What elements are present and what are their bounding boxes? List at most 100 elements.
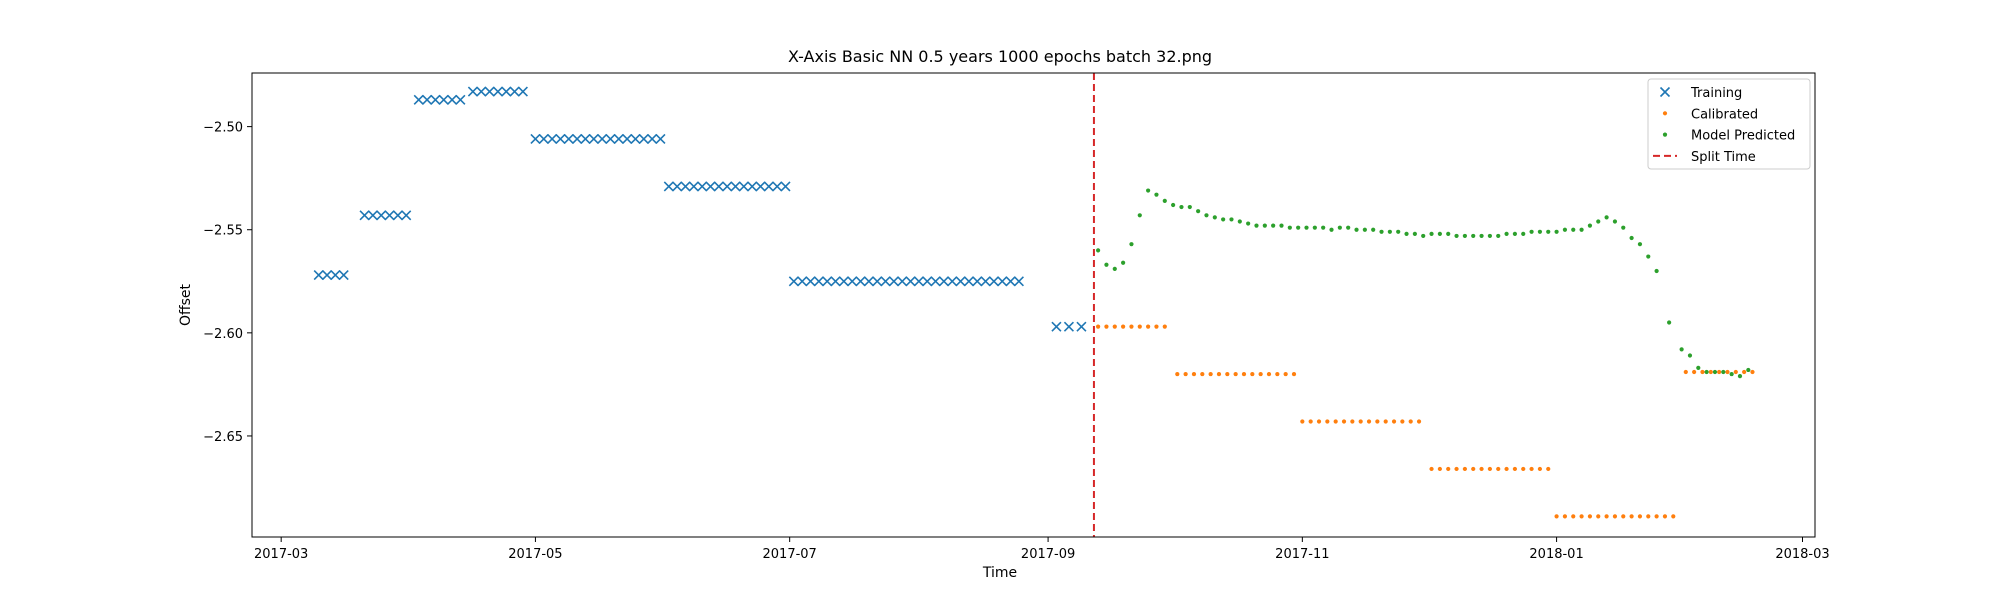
data-point xyxy=(647,133,658,145)
data-point xyxy=(1146,188,1151,193)
data-point xyxy=(1700,369,1705,375)
data-point xyxy=(1112,324,1117,329)
data-point xyxy=(1400,419,1405,424)
data-point xyxy=(1512,231,1518,236)
data-point xyxy=(1279,223,1284,228)
data-point xyxy=(1704,369,1709,375)
data-point xyxy=(1546,466,1551,472)
data-point xyxy=(1005,276,1016,287)
data-point xyxy=(955,276,966,287)
data-point xyxy=(1162,324,1167,329)
data-point xyxy=(1504,231,1509,236)
data-point xyxy=(1454,233,1459,239)
data-point xyxy=(1462,233,1467,239)
data-point xyxy=(430,94,441,105)
y-tick-label: −2.55 xyxy=(203,224,243,239)
data-point xyxy=(1076,321,1087,332)
data-point xyxy=(1521,466,1526,472)
data-point xyxy=(367,210,378,221)
legend: Training Calibrated Model Predicted Split T… xyxy=(1647,78,1811,170)
data-point xyxy=(738,181,749,192)
data-point xyxy=(1051,321,1062,332)
data-point xyxy=(580,133,591,145)
data-point xyxy=(1471,233,1476,239)
data-point xyxy=(1162,198,1167,203)
data-point xyxy=(805,276,816,287)
data-point xyxy=(1721,369,1726,375)
data-point xyxy=(1404,231,1409,236)
data-point xyxy=(1562,514,1568,519)
data-point xyxy=(1554,514,1559,519)
data-point xyxy=(1629,235,1634,241)
data-point xyxy=(1341,419,1347,424)
data-point xyxy=(455,94,466,105)
data-point xyxy=(1362,227,1367,232)
data-point xyxy=(1104,324,1109,329)
data-point xyxy=(847,276,858,287)
legend-marker xyxy=(1659,86,1671,98)
data-point xyxy=(1479,466,1484,472)
data-point xyxy=(1746,367,1751,373)
data-point xyxy=(597,133,608,145)
data-point xyxy=(484,86,495,97)
data-point xyxy=(1179,204,1184,210)
data-point xyxy=(588,133,599,145)
data-point xyxy=(1629,514,1634,519)
data-point xyxy=(1354,227,1359,232)
data-point xyxy=(1437,466,1442,472)
data-point xyxy=(1187,204,1192,210)
data-point xyxy=(1312,225,1317,230)
data-point xyxy=(1708,369,1713,375)
data-point xyxy=(1446,231,1451,236)
data-point xyxy=(1104,262,1109,267)
data-point xyxy=(1129,324,1134,329)
plot-area xyxy=(313,73,1755,537)
data-point xyxy=(1379,229,1384,234)
data-point xyxy=(1712,369,1718,375)
data-point xyxy=(1112,266,1117,272)
data-point xyxy=(1462,466,1467,472)
data-point xyxy=(1366,419,1372,424)
data-point xyxy=(1283,371,1288,377)
data-point xyxy=(1621,225,1626,230)
data-point xyxy=(1408,419,1413,424)
data-point xyxy=(509,86,520,97)
data-point xyxy=(1333,419,1338,424)
x-axis-label: Time xyxy=(982,565,1017,581)
data-point xyxy=(747,181,758,192)
data-point xyxy=(1742,369,1747,375)
data-point xyxy=(1154,192,1159,197)
legend-label: Model Predicted xyxy=(1691,129,1795,144)
data-point xyxy=(1596,219,1601,224)
data-point xyxy=(413,94,424,105)
data-point xyxy=(1121,260,1126,265)
data-point xyxy=(1237,219,1242,224)
data-point xyxy=(1717,369,1722,375)
data-point xyxy=(997,276,1008,287)
data-point xyxy=(392,210,403,221)
data-point xyxy=(713,181,724,192)
data-point xyxy=(1571,227,1576,232)
data-point xyxy=(1204,213,1209,218)
data-point xyxy=(1604,514,1609,519)
data-point xyxy=(697,181,708,192)
x-tick-label: 2018-03 xyxy=(1775,547,1829,562)
x-tick-label: 2017-05 xyxy=(508,547,562,562)
data-point xyxy=(855,276,866,287)
data-point xyxy=(1371,227,1376,232)
data-point xyxy=(1129,242,1134,247)
y-tick-label: −2.65 xyxy=(203,430,243,445)
data-point xyxy=(1596,514,1601,519)
data-point xyxy=(1212,215,1217,220)
data-point xyxy=(384,210,395,221)
x-tick-label: 2017-11 xyxy=(1275,547,1329,562)
data-point xyxy=(1096,248,1101,253)
data-point xyxy=(1696,365,1701,370)
data-point xyxy=(1471,466,1476,472)
data-point xyxy=(705,181,716,192)
data-point xyxy=(622,133,633,145)
data-point xyxy=(1300,419,1305,424)
data-point xyxy=(338,270,349,281)
data-point xyxy=(772,181,783,192)
